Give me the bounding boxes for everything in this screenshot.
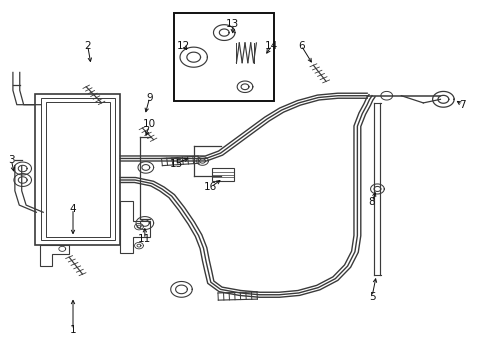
Text: 8: 8	[369, 197, 375, 207]
Text: 16: 16	[204, 182, 218, 192]
Text: 1: 1	[70, 325, 76, 335]
Text: 6: 6	[298, 41, 304, 50]
Text: 5: 5	[369, 292, 375, 302]
Text: 4: 4	[70, 204, 76, 214]
Text: 9: 9	[147, 93, 153, 103]
Text: 2: 2	[84, 41, 91, 50]
Text: 10: 10	[143, 120, 156, 129]
Text: 7: 7	[459, 100, 466, 110]
Text: 15: 15	[170, 159, 183, 169]
Text: 12: 12	[177, 41, 191, 50]
Text: 14: 14	[265, 41, 278, 50]
Text: 3: 3	[8, 155, 15, 165]
Text: 13: 13	[226, 19, 240, 29]
Text: 11: 11	[138, 234, 151, 244]
